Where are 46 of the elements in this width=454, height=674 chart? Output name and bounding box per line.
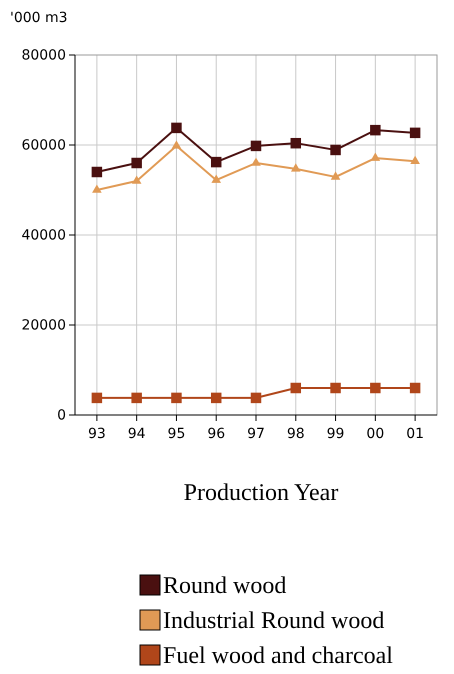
point: [172, 140, 182, 149]
point: [370, 124, 381, 136]
x-tick-label: 01: [406, 426, 424, 442]
legend-label: Industrial Round wood: [163, 608, 384, 634]
point: [132, 175, 142, 184]
point: [410, 382, 420, 394]
y-tick-label: 40000: [21, 227, 66, 244]
y-tick-label: 0: [57, 407, 66, 424]
point: [171, 122, 182, 134]
point: [370, 152, 380, 161]
x-tick-label: 96: [207, 426, 226, 442]
x-tick-label: 99: [326, 426, 344, 442]
point: [131, 158, 142, 168]
x-tick-label: 94: [128, 426, 146, 442]
x-tick-label: 95: [168, 426, 186, 442]
legend-label: Round wood: [163, 573, 286, 599]
y-tick-label: 80000: [21, 47, 66, 64]
point: [210, 156, 222, 168]
x-tick-label: 97: [247, 426, 265, 442]
point: [290, 163, 301, 172]
point: [290, 382, 302, 394]
x-tick-label: 00: [366, 426, 384, 442]
point: [410, 128, 420, 138]
point: [250, 140, 262, 152]
point: [131, 392, 142, 404]
point: [330, 171, 340, 180]
point: [92, 184, 102, 193]
y-tick-label: 20000: [21, 317, 66, 334]
x-axis-title: Production Year: [184, 480, 338, 506]
point: [210, 392, 222, 404]
point: [171, 392, 182, 404]
point: [290, 138, 302, 148]
point: [250, 392, 262, 404]
y-axis-title: '000 m3: [10, 10, 68, 26]
point: [211, 174, 222, 183]
y-tick-label: 60000: [21, 137, 66, 154]
point: [370, 382, 381, 394]
point: [330, 144, 341, 156]
point: [330, 382, 341, 394]
x-tick-label: 98: [286, 426, 305, 442]
point: [92, 166, 102, 178]
point: [251, 157, 261, 166]
point: [92, 392, 102, 404]
legend-label: Fuel wood and charcoal: [163, 643, 394, 669]
x-tick-label: 93: [88, 426, 106, 442]
point: [410, 156, 420, 164]
